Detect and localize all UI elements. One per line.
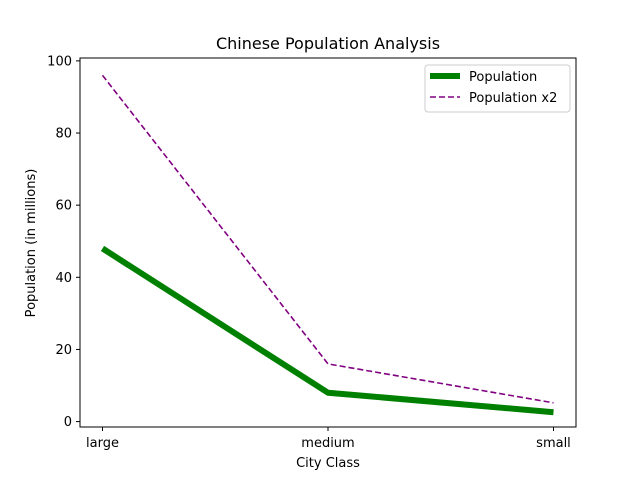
legend: Population Population x2 bbox=[424, 64, 571, 113]
x-tick-label: medium bbox=[301, 436, 354, 451]
y-tick-label: 60 bbox=[55, 199, 72, 214]
y-tick-label: 0 bbox=[64, 415, 72, 430]
x-tick-label: large bbox=[86, 436, 119, 451]
y-tick-label: 80 bbox=[55, 127, 72, 142]
y-tick-label: 20 bbox=[55, 343, 72, 358]
y-axis-label: Population (in millions) bbox=[24, 169, 39, 318]
y-tick-label: 40 bbox=[55, 271, 72, 286]
plot-frame bbox=[79, 57, 577, 428]
x-tick-label: small bbox=[536, 436, 571, 451]
chart-title: Chinese Population Analysis bbox=[216, 34, 440, 53]
x-axis-label: City Class bbox=[296, 456, 360, 471]
y-tick-label: 100 bbox=[47, 54, 72, 69]
plot-area: 0 20 40 60 80 100 large medium small bbox=[47, 54, 577, 451]
series-line-2 bbox=[101, 74, 554, 404]
series-line-1 bbox=[100, 245, 554, 416]
legend-box bbox=[424, 64, 571, 113]
legend-label-2: Population x2 bbox=[469, 91, 557, 106]
legend-label-1: Population bbox=[469, 70, 537, 85]
